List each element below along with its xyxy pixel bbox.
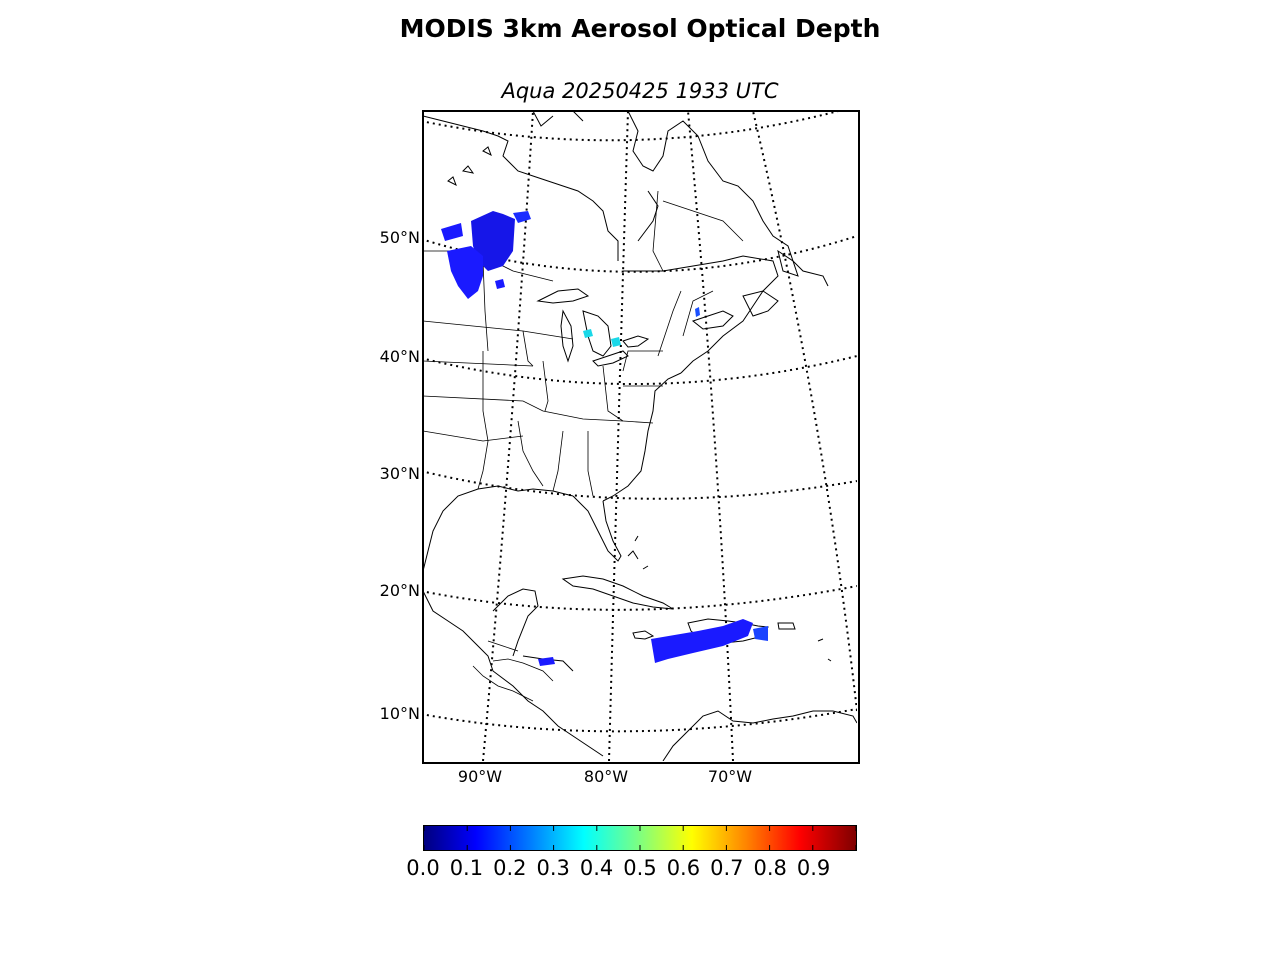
lon-label-90w: 90°W: [457, 767, 503, 786]
lat-line-10n: [423, 708, 857, 733]
colorbar-tick-label: 0.7: [710, 856, 744, 880]
aod-patch-wisconsin: [495, 279, 505, 289]
lat-line-20n: [423, 585, 857, 611]
colorbar-tick-label: 0.8: [753, 856, 787, 880]
coastlines: [423, 111, 857, 761]
longitude-lines: [482, 111, 857, 761]
lon-label-70w: 70°W: [707, 767, 753, 786]
aod-patch-minnesota: [447, 246, 483, 299]
aod-patch-huron: [611, 337, 621, 347]
lon-line-60w: [752, 111, 857, 712]
aod-patch-michigan: [583, 329, 593, 338]
political-borders: [423, 190, 744, 702]
colorbar-tick-label: 0.2: [493, 856, 527, 880]
aod-patch-ontario-east: [513, 211, 531, 223]
colorbar: [423, 825, 857, 851]
lon-line-70w: [687, 111, 734, 761]
colorbar-tick-label: 0.4: [579, 856, 614, 880]
colorbar-tick-label: 0.6: [666, 856, 701, 880]
lat-label-50n: 50°N: [379, 228, 420, 247]
lat-label-30n: 30°N: [379, 464, 420, 483]
colorbar-tick-label: 0.0: [406, 856, 440, 880]
map-canvas: [423, 111, 857, 761]
colorbar-tick-label: 0.3: [536, 856, 570, 880]
lat-label-40n: 40°N: [379, 347, 420, 366]
map-panel: [423, 111, 857, 761]
plot-subtitle: Aqua 20250425 1933 UTC: [501, 79, 779, 103]
aod-data-layer: [441, 211, 768, 666]
aod-patch-hispaniola: [651, 619, 753, 663]
lat-line-60n: [423, 111, 843, 142]
aod-patch-hispaniola-east: [753, 626, 768, 641]
colorbar-tick-label: 0.5: [623, 856, 657, 880]
aod-patch-ontario-west: [441, 223, 463, 241]
plot-title: MODIS 3km Aerosol Optical Depth: [399, 14, 881, 43]
colorbar-tick-label: 0.1: [449, 856, 484, 880]
aod-patch-quebec: [695, 307, 700, 317]
lat-label-10n: 10°N: [379, 704, 420, 723]
aod-patch-honduras: [538, 657, 555, 666]
lon-label-80w: 80°W: [583, 767, 629, 786]
lon-line-80w: [608, 111, 629, 761]
colorbar-tick-label: 0.9: [796, 856, 831, 880]
colorbar-ticks: [424, 826, 856, 850]
lat-line-30n: [423, 470, 857, 500]
lat-line-40n: [423, 355, 857, 385]
lat-label-20n: 20°N: [379, 581, 420, 600]
